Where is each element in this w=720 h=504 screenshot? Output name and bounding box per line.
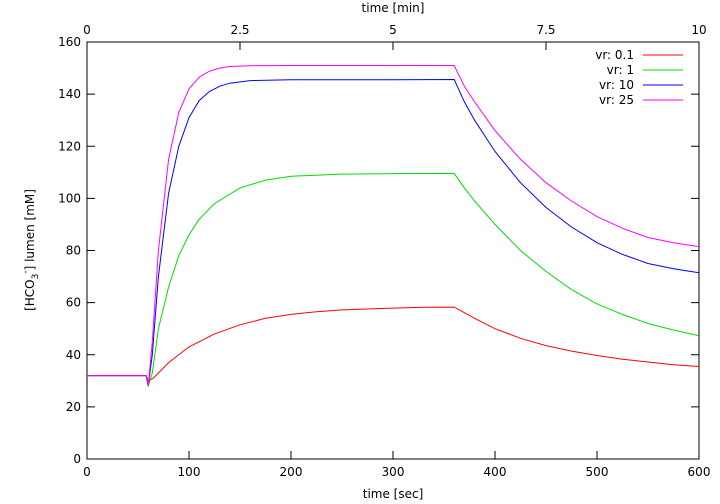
x2-axis-title: time [min] — [362, 1, 425, 15]
x-tick-label: 600 — [688, 465, 711, 479]
series-line-3 — [87, 65, 700, 387]
series-line-2 — [87, 78, 700, 387]
y-axis-title: [HCO3-] lumen [mM] — [21, 189, 41, 311]
y-tick-label: 0 — [73, 452, 81, 466]
y-tick-label: 120 — [58, 139, 81, 153]
x2-tick-label: 5 — [389, 23, 397, 37]
x-tick-label: 500 — [586, 465, 609, 479]
series-lines — [87, 65, 700, 387]
legend-label-0: vr: 0.1 — [595, 48, 634, 62]
y-tick-label: 100 — [58, 191, 81, 205]
x-tick-label: 400 — [484, 465, 507, 479]
legend-label-3: vr: 25 — [599, 93, 634, 107]
y-tick-label: 20 — [66, 400, 81, 414]
x-tick-label: 300 — [382, 465, 405, 479]
x-tick-label: 0 — [83, 465, 91, 479]
y-tick-label: 160 — [58, 35, 81, 49]
series-line-0 — [87, 306, 700, 382]
x-axis-title: time [sec] — [363, 487, 424, 501]
x-tick-label: 200 — [280, 465, 303, 479]
x2-tick-label: 10 — [691, 23, 706, 37]
y-tick-label: 60 — [66, 296, 81, 310]
y-tick-label: 140 — [58, 87, 81, 101]
x2-tick-label: 2.5 — [230, 23, 249, 37]
x-tick-label: 100 — [178, 465, 201, 479]
y-tick-label: 80 — [66, 244, 81, 258]
x2-tick-label: 0 — [83, 23, 91, 37]
legend-label-1: vr: 1 — [607, 63, 634, 77]
y-tick-label: 40 — [66, 348, 81, 362]
x2-tick-label: 7.5 — [536, 23, 555, 37]
series-line-1 — [87, 172, 700, 387]
legend-label-2: vr: 10 — [599, 78, 634, 92]
